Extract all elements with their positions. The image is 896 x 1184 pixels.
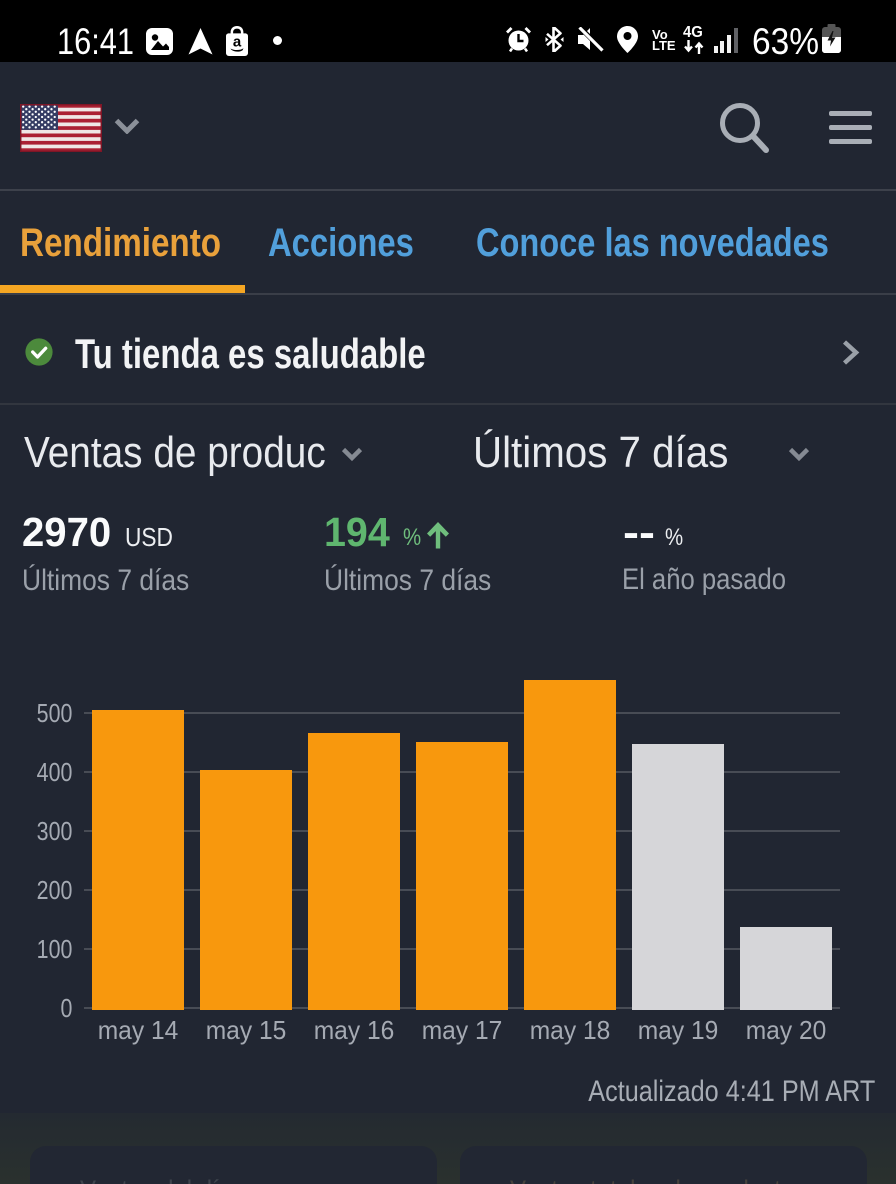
svg-text:a: a bbox=[233, 34, 242, 51]
